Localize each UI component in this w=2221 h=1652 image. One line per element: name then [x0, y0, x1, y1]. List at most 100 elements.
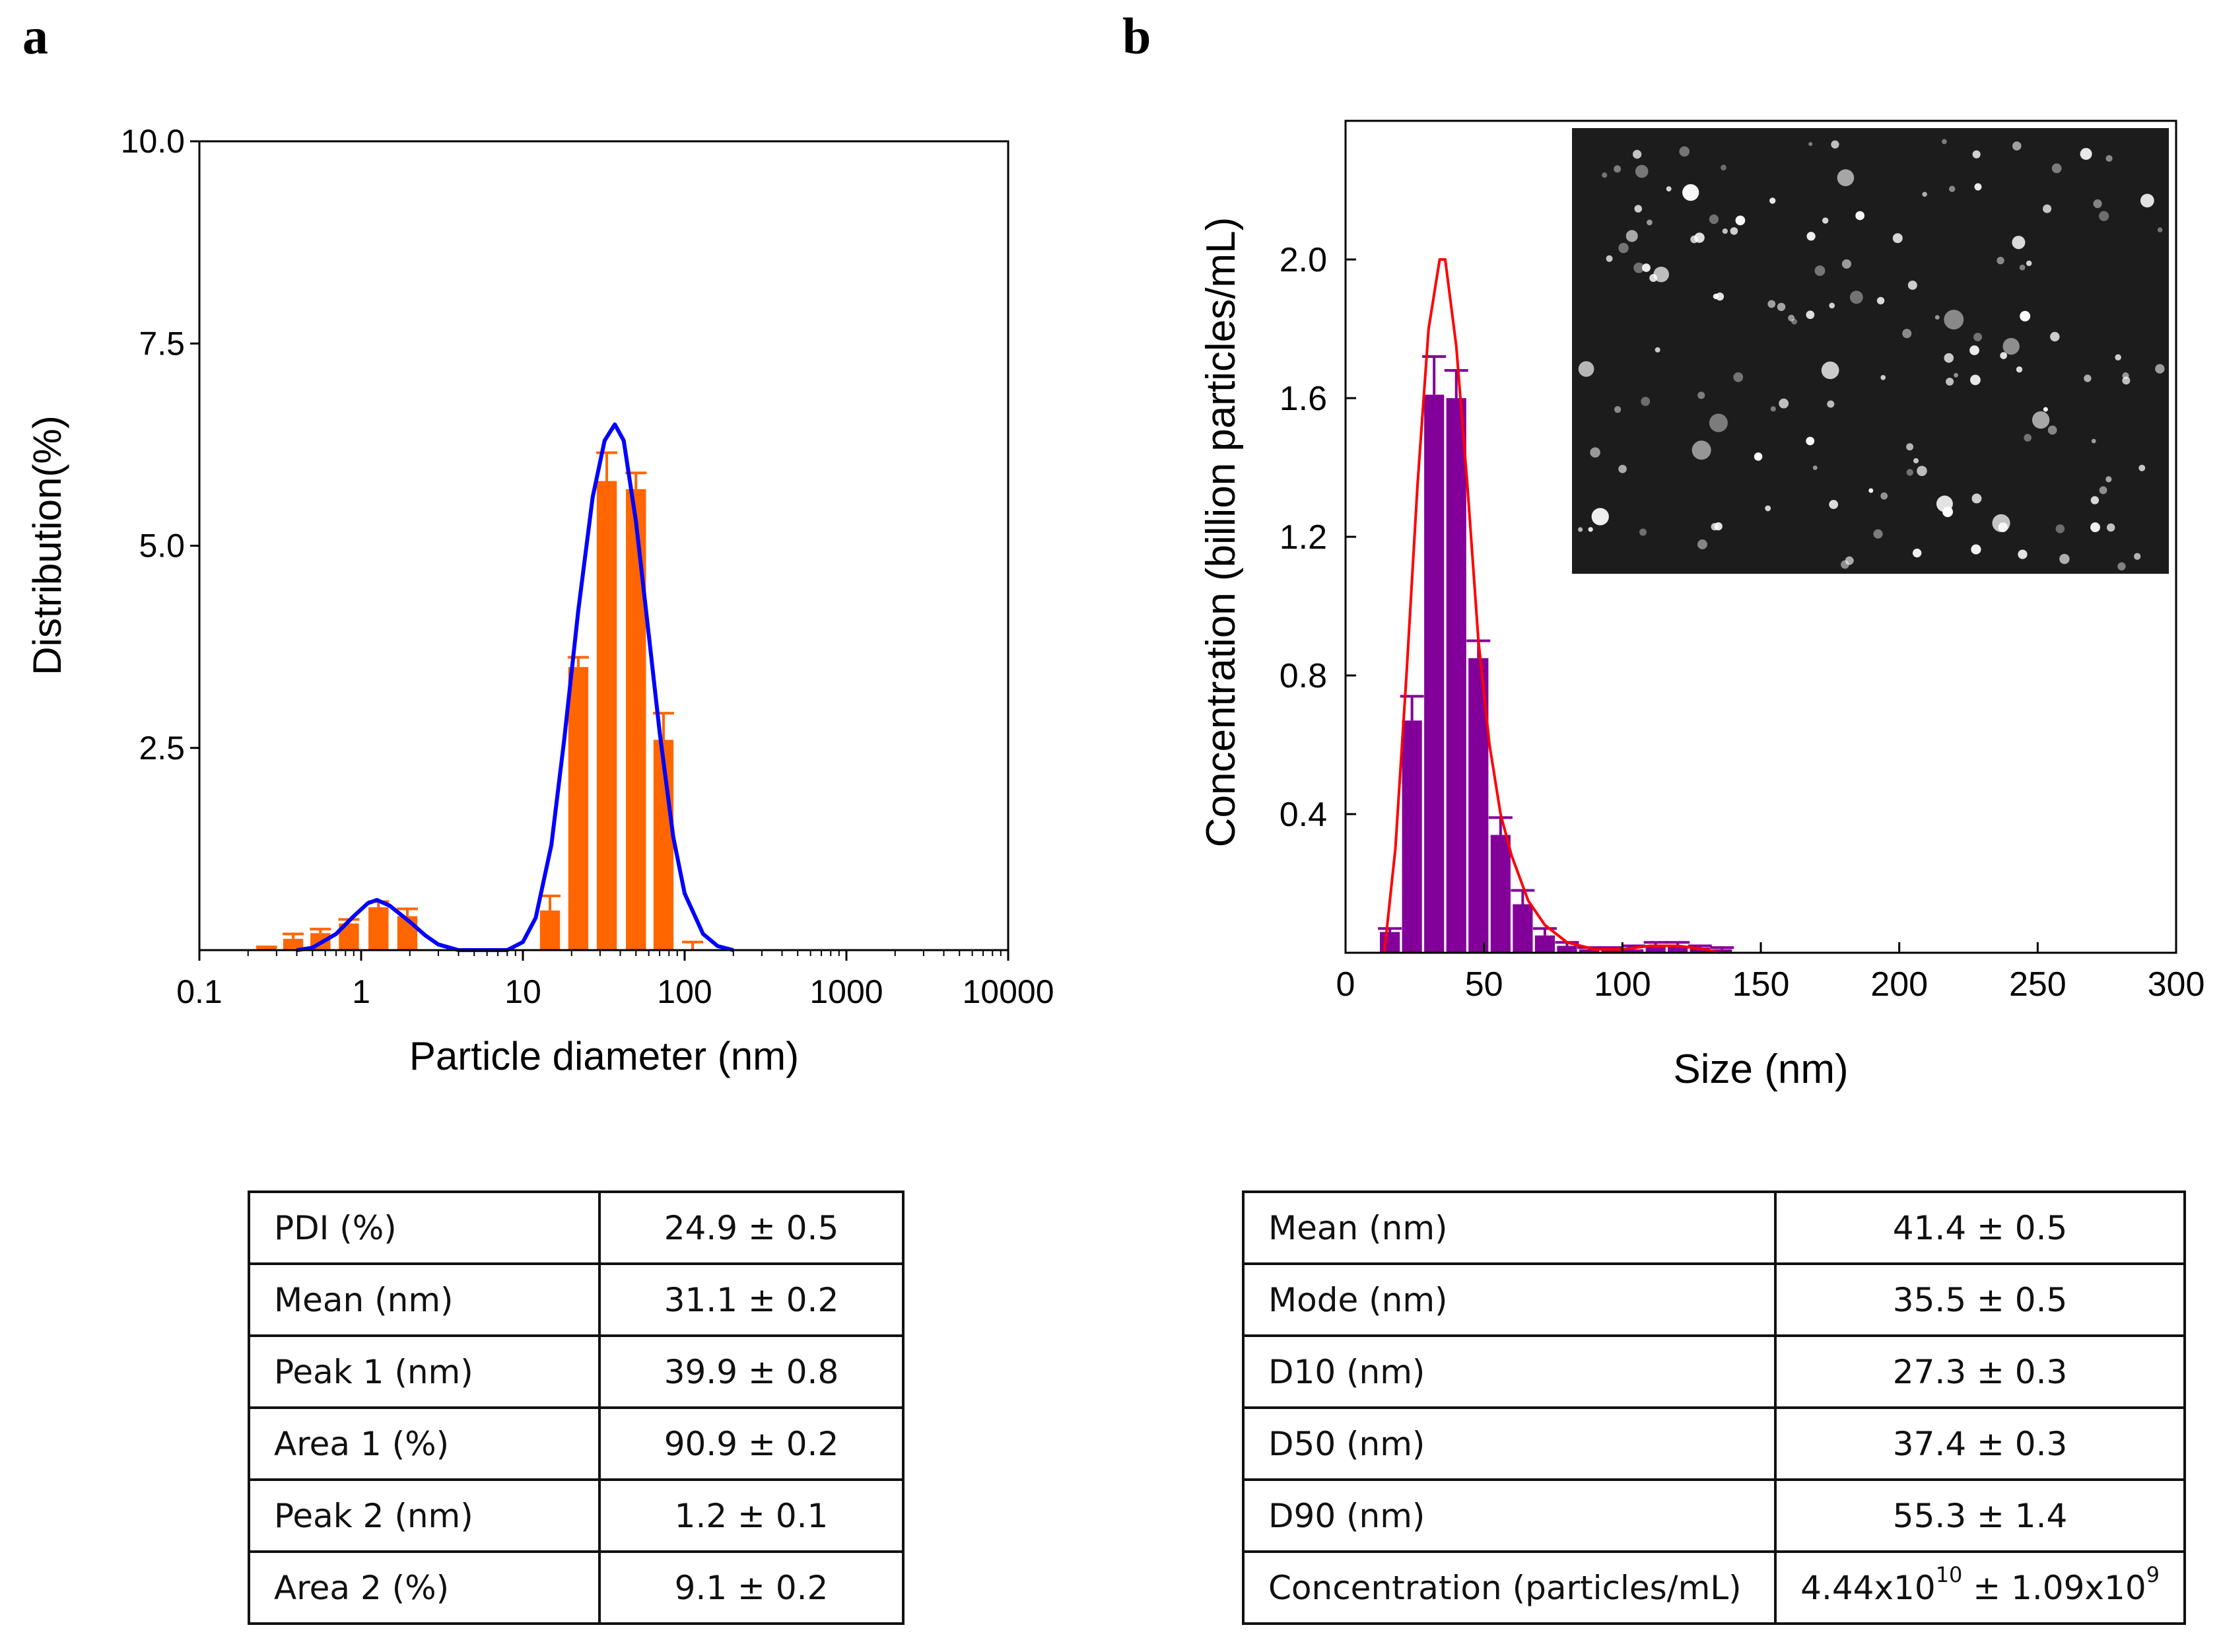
row-label: D90 (nm) [1241, 1478, 1777, 1553]
row-label: Peak 1 (nm) [248, 1334, 601, 1409]
particle-dot [1880, 492, 1888, 500]
particle-dot [2099, 211, 2109, 221]
particle-dot [2059, 553, 2070, 565]
row-value: 39.9 ± 0.8 [598, 1334, 905, 1409]
row-value: 90.9 ± 0.2 [598, 1406, 905, 1481]
particle-dot [1765, 505, 1771, 512]
particle-dot [1922, 191, 1927, 197]
particle-dot [1973, 332, 1983, 341]
row-value: 1.2 ± 0.1 [598, 1478, 905, 1553]
particle-dot [2093, 199, 2102, 209]
particle-dot [1632, 150, 1642, 159]
error-mantissa: 1.09x10 [2011, 1568, 2146, 1607]
table-row: Peak 2 (nm) 1.2 ± 0.1 [248, 1478, 905, 1553]
particle-dot [1873, 529, 1883, 539]
particle-dot [1606, 255, 1613, 262]
particle-dot [1690, 235, 1698, 244]
particle-dot [2055, 524, 2065, 533]
bar [626, 489, 646, 950]
bar [1712, 949, 1732, 953]
particle-dot [1849, 291, 1863, 304]
particle-dot [1635, 164, 1649, 178]
bar [1601, 949, 1622, 953]
particle-dot [2000, 352, 2007, 359]
particle-dot [1777, 302, 1786, 312]
particle-dot [2020, 310, 2031, 322]
x-tick-label: 100 [1594, 965, 1651, 1004]
bar [283, 938, 304, 950]
particle-dot [2140, 193, 2154, 208]
particle-dot [2018, 549, 2028, 559]
particle-dot [2051, 163, 2062, 174]
chart-a-y-axis-label: Distribution(%) [25, 415, 69, 675]
particle-dot [1912, 548, 1922, 558]
particle-dot [1618, 464, 1627, 473]
x-tick-label: 150 [1732, 965, 1790, 1004]
particle-dot [1588, 527, 1593, 532]
particle-dot [2047, 425, 2057, 435]
table-row: D10 (nm) 27.3 ± 0.3 [1241, 1334, 2186, 1409]
bar [1534, 935, 1555, 953]
bar [1446, 398, 1466, 953]
chart-a-x-axis-label: Particle diameter (nm) [409, 1034, 799, 1078]
particle-dot [1821, 361, 1839, 380]
particle-dot [1733, 372, 1744, 382]
table-row: Mean (nm) 31.1 ± 0.2 [248, 1262, 905, 1337]
y-tick-label: 1.6 [1280, 380, 1327, 418]
particle-dot [1590, 447, 1600, 458]
particle-dot [1812, 465, 1818, 470]
table-row: D90 (nm) 55.3 ± 1.4 [1241, 1478, 2186, 1553]
particle-dot [1721, 164, 1726, 171]
particle-dot [2012, 236, 2026, 250]
row-label: Area 2 (%) [248, 1550, 601, 1625]
row-label: Mode (nm) [1241, 1262, 1777, 1337]
bar [1379, 932, 1400, 953]
y-tick-label: 5.0 [139, 528, 185, 565]
panel-label-b: b [1122, 7, 1151, 65]
particle-dot [1971, 493, 1982, 504]
row-value: 41.4 ± 0.5 [1774, 1190, 2186, 1265]
y-tick-label: 0.4 [1280, 796, 1327, 834]
particle-dot [1697, 539, 1707, 549]
particle-dot [1831, 140, 1839, 149]
x-tick-label: 250 [2009, 965, 2067, 1004]
particle-dot [1709, 413, 1728, 432]
bar [568, 667, 589, 950]
particle-dot [1769, 197, 1776, 204]
particle-dot [1647, 219, 1653, 226]
y-tick-label: 0.8 [1280, 657, 1327, 695]
row-label: PDI (%) [248, 1190, 601, 1265]
error-exponent: 9 [2146, 1562, 2160, 1587]
bar [1668, 946, 1688, 953]
particle-dot [2105, 476, 2112, 483]
particle-dot [1602, 172, 1608, 178]
particle-dot [2032, 411, 2050, 429]
particle-dot [1779, 398, 1789, 409]
particle-dot [1942, 139, 1947, 145]
table-row: Area 2 (%) 9.1 ± 0.2 [248, 1550, 905, 1625]
particle-dot [1691, 440, 1711, 460]
x-tick-label: 0.1 [176, 973, 222, 1010]
particle-dot [1902, 329, 1912, 339]
particle-dot [2155, 364, 2165, 374]
x-tick-label: 50 [1465, 965, 1503, 1004]
table-row: Mode (nm) 35.5 ± 0.5 [1241, 1262, 2186, 1337]
fit-curve [296, 422, 734, 952]
value-exponent: 10 [1935, 1562, 1963, 1587]
bar [1557, 946, 1577, 953]
bar [1645, 946, 1666, 953]
particle-dot [1829, 500, 1839, 509]
particle-dot [1639, 528, 1647, 536]
row-value: 27.3 ± 0.3 [1774, 1334, 2186, 1409]
particle-dot [2019, 264, 2026, 271]
particle-dot [1892, 233, 1903, 244]
particle-dot [1969, 374, 1981, 386]
chart-b-x-axis-label: Size (nm) [1673, 1047, 1848, 1092]
y-tick-label: 2.0 [1280, 241, 1327, 279]
row-label: Mean (nm) [1241, 1190, 1777, 1265]
particle-dot [1944, 353, 1954, 363]
y-tick-label: 2.5 [139, 730, 185, 767]
x-tick-label: 10000 [962, 973, 1054, 1010]
table-row: Mean (nm) 41.4 ± 0.5 [1241, 1190, 2186, 1265]
